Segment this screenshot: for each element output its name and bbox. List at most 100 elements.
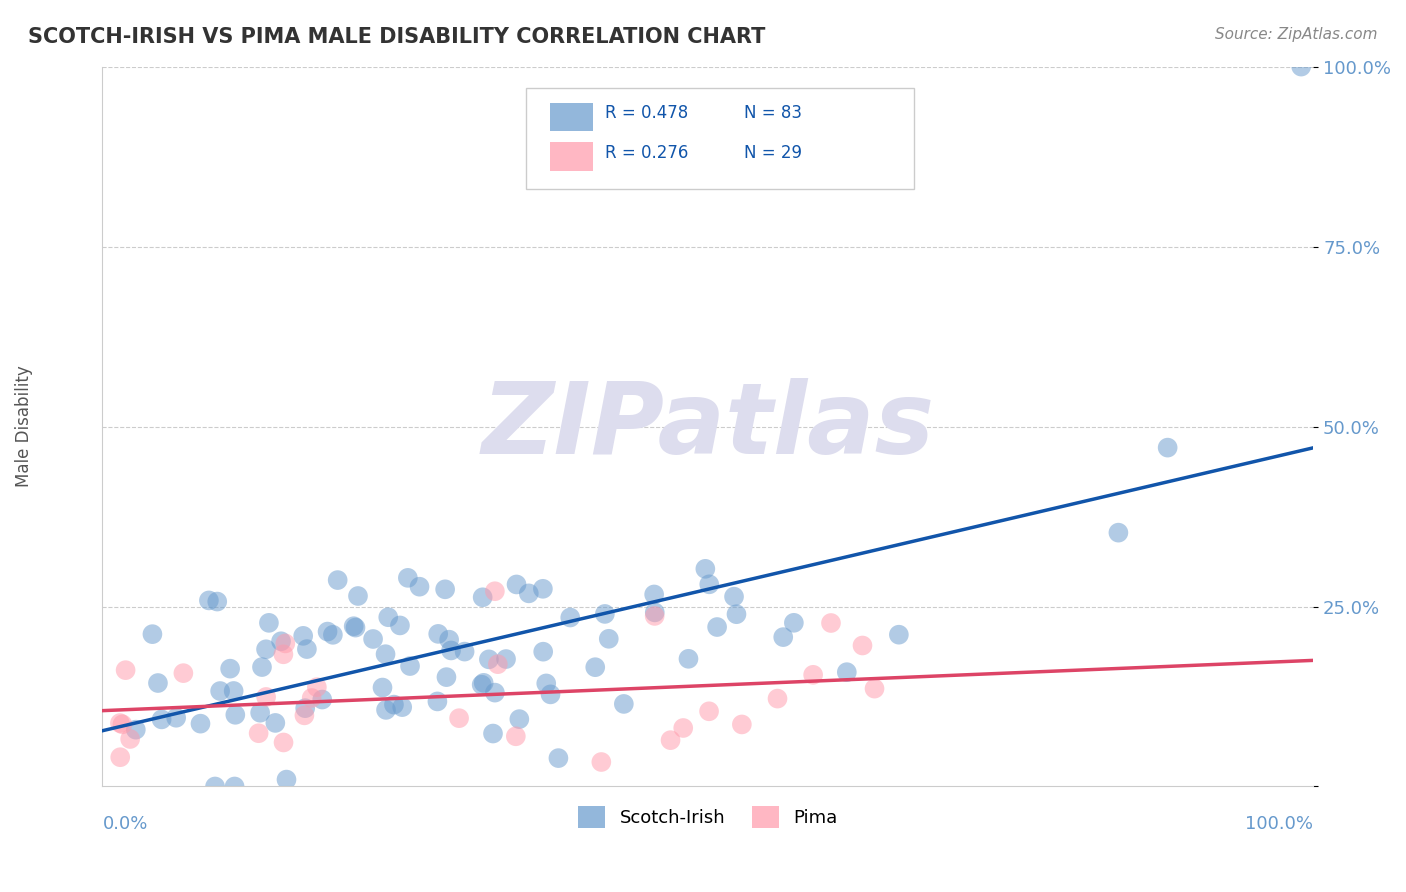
FancyBboxPatch shape [526, 88, 914, 189]
Point [835, 665, 858, 680]
Point [495, 652, 517, 666]
Point [224, 707, 246, 722]
Point [801, 668, 824, 682]
Point [311, 692, 333, 706]
Point [472, 676, 495, 690]
Point [672, 721, 695, 735]
Point [292, 708, 315, 723]
Point [172, 666, 194, 681]
Text: 100.0%: 100.0% [1246, 815, 1313, 833]
Point [343, 619, 366, 633]
Point [613, 697, 636, 711]
Point [851, 639, 873, 653]
Point [257, 615, 280, 630]
Point [560, 610, 582, 624]
Point [322, 628, 344, 642]
Text: N = 83: N = 83 [744, 104, 803, 122]
Point [1156, 441, 1178, 455]
Point [344, 621, 367, 635]
Point [531, 582, 554, 596]
Point [540, 687, 562, 701]
Legend: Scotch-Irish, Pima: Scotch-Irish, Pima [571, 798, 845, 835]
Point [146, 676, 169, 690]
Point [678, 652, 700, 666]
Point [391, 700, 413, 714]
Point [772, 630, 794, 644]
Point [141, 627, 163, 641]
Point [593, 607, 616, 621]
Point [347, 589, 370, 603]
Point [292, 629, 315, 643]
Point [434, 582, 457, 597]
Point [111, 717, 134, 731]
Point [643, 587, 665, 601]
Y-axis label: Male Disability: Male Disability [15, 366, 32, 487]
Point [125, 723, 148, 737]
Point [371, 681, 394, 695]
Point [697, 704, 720, 718]
Point [695, 562, 717, 576]
Point [449, 711, 471, 725]
Point [508, 712, 530, 726]
Point [270, 634, 292, 648]
Point [731, 717, 754, 731]
Point [247, 726, 270, 740]
Point [783, 615, 806, 630]
FancyBboxPatch shape [551, 142, 593, 171]
Point [219, 662, 242, 676]
Point [361, 632, 384, 646]
Point [426, 694, 449, 708]
Point [301, 691, 323, 706]
Point [440, 643, 463, 657]
Point [250, 660, 273, 674]
Point [427, 627, 450, 641]
Point [316, 624, 339, 639]
Point [264, 715, 287, 730]
Text: R = 0.276: R = 0.276 [605, 144, 689, 162]
Point [766, 691, 789, 706]
Point [110, 750, 132, 764]
Point [222, 684, 245, 698]
Point [531, 645, 554, 659]
Point [725, 607, 748, 622]
Point [887, 628, 910, 642]
Point [471, 678, 494, 692]
Point [697, 577, 720, 591]
Point [273, 735, 295, 749]
Point [374, 647, 396, 661]
Point [294, 701, 316, 715]
Point [505, 729, 527, 743]
Point [375, 703, 398, 717]
Point [388, 618, 411, 632]
Text: 0.0%: 0.0% [103, 815, 148, 833]
Point [598, 632, 620, 646]
Point [249, 706, 271, 720]
Point [382, 698, 405, 712]
Point [198, 593, 221, 607]
Point [644, 609, 666, 624]
FancyBboxPatch shape [551, 103, 593, 131]
Point [377, 610, 399, 624]
Point [326, 573, 349, 587]
Point [484, 685, 506, 699]
Point [471, 591, 494, 605]
Point [190, 716, 212, 731]
Text: SCOTCH-IRISH VS PIMA MALE DISABILITY CORRELATION CHART: SCOTCH-IRISH VS PIMA MALE DISABILITY COR… [28, 27, 765, 46]
Point [114, 663, 136, 677]
Point [591, 755, 613, 769]
Point [396, 571, 419, 585]
Point [108, 716, 131, 731]
Point [209, 684, 232, 698]
Text: ZIPatlas: ZIPatlas [481, 378, 935, 475]
Text: R = 0.478: R = 0.478 [605, 104, 688, 122]
Point [120, 731, 142, 746]
Point [583, 660, 606, 674]
Point [295, 642, 318, 657]
Point [706, 620, 728, 634]
Point [165, 711, 187, 725]
Point [436, 670, 458, 684]
Point [517, 586, 540, 600]
Point [536, 676, 558, 690]
Point [482, 726, 505, 740]
Point [207, 594, 229, 608]
